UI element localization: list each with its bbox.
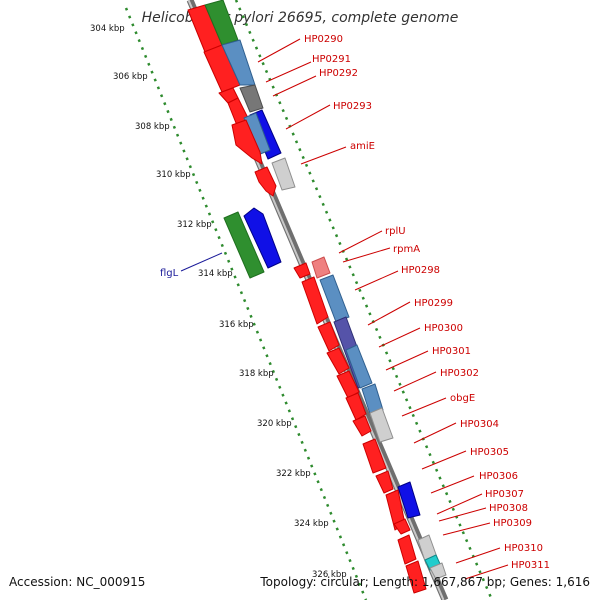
gene-block [239, 84, 264, 113]
gene-block [429, 562, 447, 580]
gene-label: HP0298 [401, 265, 440, 276]
genome-summary: Topology: circular; Length: 1,667,867 bp… [260, 575, 590, 589]
gene-label: flgL [160, 268, 179, 279]
gene-arrow [393, 518, 411, 535]
tick-label: 316 kbp [219, 320, 254, 330]
gene-label: amiE [350, 141, 375, 152]
gene-arrow [345, 392, 367, 421]
gene-label: HP0291 [312, 54, 351, 65]
gene-label: HP0307 [485, 489, 524, 500]
leader-lines-blue [180, 252, 223, 272]
gene-label: rpmA [393, 244, 420, 255]
gene-block [345, 344, 373, 389]
gene-label: HP0305 [470, 447, 509, 458]
gene-block [311, 256, 331, 279]
gene-arrow [326, 347, 350, 375]
gene-arrow [231, 119, 263, 165]
gene-block [397, 481, 421, 519]
gene-label: HP0300 [424, 323, 463, 334]
gene-arrow [317, 321, 340, 352]
gene-label: HP0309 [493, 518, 532, 529]
gene-label: HP0301 [432, 346, 471, 357]
gene-arrow [375, 470, 394, 494]
gene-arrow [293, 262, 311, 279]
tick-label: 306 kbp [113, 72, 148, 82]
tick-labels: 304 kbp 306 kbp 308 kbp 310 kbp 312 kbp … [90, 24, 347, 580]
gene-arrow [397, 534, 417, 565]
gene-label: obgE [450, 393, 475, 404]
gene-arrow [301, 276, 329, 325]
gene-arrow [362, 438, 387, 474]
gene-label: HP0293 [333, 101, 372, 112]
feature-track [187, 0, 447, 594]
gene-labels: HP0290 HP0291 HP0292 HP0293 amiE rplU rp… [160, 34, 550, 571]
gene-label: HP0304 [460, 419, 499, 430]
gene-block [271, 157, 296, 191]
gene-label: HP0306 [479, 471, 518, 482]
gene-arrow [243, 207, 282, 269]
accession-label: Accession: NC_000915 [9, 575, 146, 589]
gene-label: HP0311 [511, 560, 550, 571]
gene-block [204, 0, 239, 46]
gene-arrow [405, 560, 427, 594]
tick-label: 310 kbp [156, 170, 191, 180]
tick-label: 326 kbp [312, 570, 347, 580]
tick-label: 320 kbp [257, 419, 292, 429]
gene-label: rplU [385, 226, 406, 237]
gene-label: HP0292 [319, 68, 358, 79]
gene-arrow [254, 166, 277, 197]
gene-label: HP0299 [414, 298, 453, 309]
tick-label: 308 kbp [135, 122, 170, 132]
tick-label: 322 kbp [276, 469, 311, 479]
gene-label: HP0310 [504, 543, 543, 554]
gene-arrow [352, 415, 372, 437]
gene-label: HP0308 [489, 503, 528, 514]
leader-lines [257, 38, 509, 580]
tick-label: 304 kbp [90, 24, 125, 34]
tick-label: 314 kbp [198, 269, 233, 279]
tick-label: 318 kbp [239, 369, 274, 379]
tick-label: 312 kbp [177, 220, 212, 230]
gene-block [319, 274, 350, 323]
gene-label: HP0290 [304, 34, 343, 45]
tick-label: 324 kbp [294, 519, 329, 529]
gene-arrow [336, 370, 360, 399]
gene-label: HP0302 [440, 368, 479, 379]
gene-block [223, 211, 265, 279]
gene-block [369, 407, 394, 443]
